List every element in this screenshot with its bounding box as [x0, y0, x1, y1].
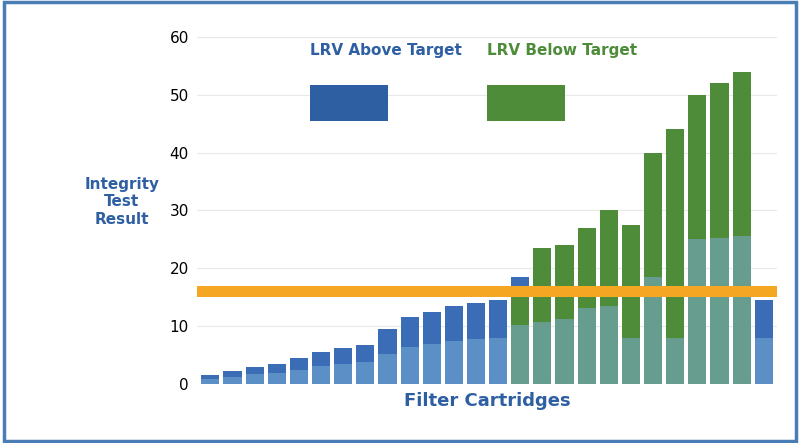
Bar	[422, 344, 441, 384]
Bar	[666, 129, 684, 384]
Bar	[511, 286, 530, 384]
Bar	[666, 300, 684, 384]
Bar	[489, 338, 507, 384]
Bar	[710, 83, 729, 384]
Bar	[401, 317, 418, 384]
Bar	[534, 248, 551, 384]
Bar	[688, 120, 706, 384]
Bar	[644, 190, 662, 384]
Bar	[754, 338, 773, 384]
Y-axis label: Integrity
Test
Result: Integrity Test Result	[84, 177, 159, 226]
Bar	[290, 358, 308, 384]
Bar	[622, 300, 640, 384]
Bar	[202, 375, 219, 384]
Bar	[356, 345, 374, 384]
Bar	[401, 347, 418, 384]
Bar	[445, 306, 463, 384]
Bar	[644, 277, 662, 384]
Bar	[445, 341, 463, 384]
Bar	[733, 236, 750, 384]
X-axis label: Filter Cartridges: Filter Cartridges	[404, 392, 570, 410]
Bar	[754, 300, 773, 384]
Bar	[644, 152, 662, 384]
Bar	[223, 371, 242, 384]
Text: LRV Below Target: LRV Below Target	[487, 43, 637, 58]
Bar	[578, 245, 596, 384]
Bar	[246, 367, 264, 384]
Bar	[710, 118, 729, 384]
Bar	[578, 228, 596, 384]
Bar	[733, 71, 750, 384]
Bar	[555, 245, 574, 384]
Bar	[534, 271, 551, 384]
Bar	[467, 339, 485, 384]
Bar	[378, 354, 397, 384]
Text: LRV Above Target: LRV Above Target	[310, 43, 462, 58]
Bar	[310, 85, 389, 121]
Bar	[710, 237, 729, 384]
Bar	[202, 379, 219, 384]
Bar	[688, 239, 706, 384]
Bar	[268, 373, 286, 384]
Bar	[312, 352, 330, 384]
Bar	[268, 364, 286, 384]
Bar	[422, 311, 441, 384]
Bar	[733, 115, 750, 384]
Bar	[467, 303, 485, 384]
Bar	[378, 329, 397, 384]
Bar	[578, 307, 596, 384]
Bar	[223, 377, 242, 384]
Bar	[600, 242, 618, 384]
Bar	[334, 348, 352, 384]
Bar	[487, 85, 566, 121]
Bar	[489, 300, 507, 384]
Bar	[600, 306, 618, 384]
Bar	[511, 325, 530, 384]
Bar	[246, 374, 264, 384]
Bar	[666, 338, 684, 384]
Bar	[197, 286, 777, 297]
Bar	[600, 210, 618, 384]
Bar	[534, 322, 551, 384]
Bar	[622, 338, 640, 384]
Bar	[312, 366, 330, 384]
Bar	[555, 319, 574, 384]
Bar	[290, 369, 308, 384]
Bar	[622, 225, 640, 384]
Bar	[356, 362, 374, 384]
Bar	[511, 277, 530, 384]
Bar	[334, 364, 352, 384]
Bar	[555, 265, 574, 384]
Bar	[688, 95, 706, 384]
